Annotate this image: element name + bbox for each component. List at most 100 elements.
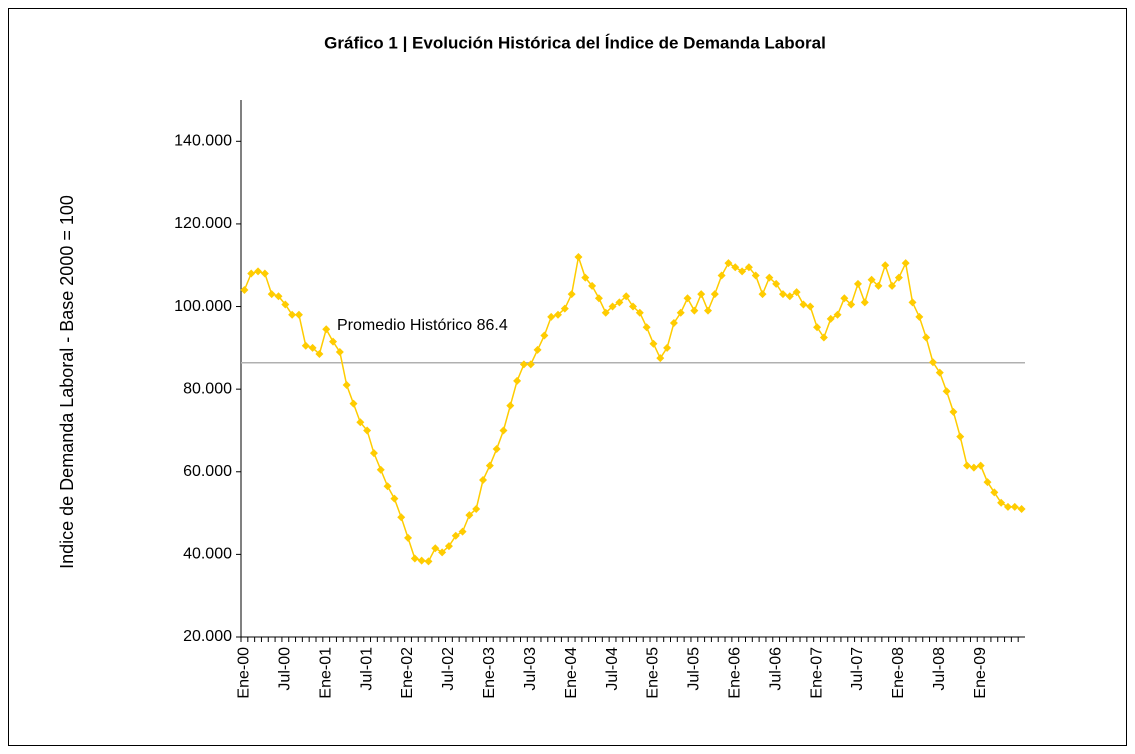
x-tick-label: Jul-02: [440, 647, 457, 691]
data-point: [329, 337, 338, 346]
data-point: [915, 312, 924, 321]
data-point: [847, 300, 856, 309]
data-point: [990, 488, 999, 497]
data-point: [404, 533, 413, 542]
data-point: [710, 290, 719, 299]
data-point: [874, 281, 883, 290]
data-point: [888, 281, 897, 290]
data-point: [294, 310, 303, 319]
data-point: [703, 306, 712, 315]
data-point: [376, 465, 385, 474]
data-point: [642, 323, 651, 332]
data-point: [240, 286, 249, 295]
data-point: [738, 267, 747, 276]
data-point: [942, 387, 951, 396]
data-point: [806, 302, 815, 311]
x-tick-label: Ene-02: [399, 647, 416, 699]
data-point: [274, 292, 283, 301]
y-tick-label: 140.000: [174, 133, 232, 150]
data-point: [963, 461, 972, 470]
data-point: [922, 333, 931, 342]
data-point: [894, 273, 903, 282]
data-point: [608, 302, 617, 311]
y-tick-label: 80.000: [183, 380, 232, 397]
x-tick-label: Jul-06: [767, 647, 784, 691]
data-point: [1017, 504, 1026, 513]
chart-title: Gráfico 1 | Evolución Histórica del Índi…: [324, 33, 826, 52]
data-point: [649, 339, 658, 348]
data-point: [506, 401, 515, 410]
data-point: [308, 343, 317, 352]
data-point: [369, 449, 378, 458]
data-point: [949, 407, 958, 416]
data-point: [778, 290, 787, 299]
data-point: [342, 381, 351, 390]
data-point: [554, 310, 563, 319]
data-point: [853, 279, 862, 288]
data-point: [349, 399, 358, 408]
x-tick-label: Jul-03: [522, 647, 539, 691]
data-point: [390, 494, 399, 503]
data-point: [594, 294, 603, 303]
x-tick-label: Jul-04: [604, 647, 621, 691]
data-point: [465, 511, 474, 520]
data-point: [567, 290, 576, 299]
data-point: [458, 527, 467, 536]
x-tick-label: Jul-05: [686, 647, 703, 691]
data-point: [901, 259, 910, 268]
data-point: [826, 314, 835, 323]
x-tick-label: Jul-01: [358, 647, 375, 691]
data-point: [431, 544, 440, 553]
data-point: [485, 461, 494, 470]
data-point: [881, 261, 890, 270]
data-point: [410, 554, 419, 563]
x-tick-label: Ene-06: [726, 647, 743, 699]
data-point: [792, 288, 801, 297]
data-point: [935, 368, 944, 377]
data-point: [601, 308, 610, 317]
data-point: [799, 300, 808, 309]
data-point: [335, 347, 344, 356]
y-tick-label: 20.000: [183, 628, 232, 645]
data-point: [663, 343, 672, 352]
chart-border: [8, 8, 1127, 746]
data-point: [724, 259, 733, 268]
data-point: [260, 269, 269, 278]
data-point: [533, 345, 542, 354]
data-point: [519, 360, 528, 369]
data-point: [635, 308, 644, 317]
data-point: [772, 279, 781, 288]
data-point: [697, 290, 706, 299]
data-point: [281, 300, 290, 309]
data-point: [451, 531, 460, 540]
data-point: [581, 273, 590, 282]
data-point: [322, 325, 331, 334]
data-point: [983, 478, 992, 487]
data-point: [547, 312, 556, 321]
data-point: [751, 271, 760, 280]
data-point: [833, 310, 842, 319]
data-point: [676, 308, 685, 317]
data-point: [513, 376, 522, 385]
x-tick-label: Ene-05: [645, 647, 662, 699]
data-point: [356, 418, 365, 427]
y-tick-label: 40.000: [183, 546, 232, 563]
data-point: [969, 463, 978, 472]
data-point: [1003, 502, 1012, 511]
y-tick-label: 120.000: [174, 215, 232, 232]
data-point: [499, 426, 508, 435]
data-point: [574, 252, 583, 261]
data-point: [247, 269, 256, 278]
data-point: [417, 556, 426, 565]
data-point: [908, 298, 917, 307]
y-tick-label: 60.000: [183, 463, 232, 480]
data-point: [758, 290, 767, 299]
data-point: [254, 267, 263, 276]
data-point: [629, 302, 637, 311]
average-label: Promedio Histórico 86.4: [337, 317, 508, 334]
data-point: [669, 319, 678, 328]
x-tick-label: Ene-00: [236, 647, 253, 699]
data-point: [444, 542, 453, 551]
data-point: [717, 271, 726, 280]
data-point: [622, 292, 631, 301]
